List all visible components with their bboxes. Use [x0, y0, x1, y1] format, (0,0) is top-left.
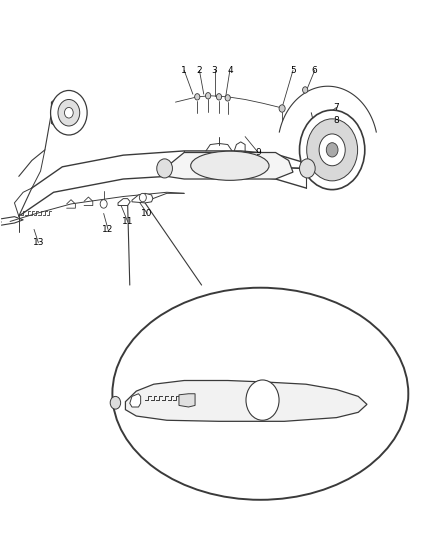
Text: 1: 1 — [181, 66, 187, 75]
Circle shape — [307, 119, 357, 181]
Text: 12: 12 — [102, 225, 114, 234]
Polygon shape — [167, 152, 293, 179]
Text: 2: 2 — [197, 66, 202, 75]
Circle shape — [110, 397, 120, 409]
Circle shape — [157, 159, 173, 178]
Circle shape — [300, 159, 315, 178]
Polygon shape — [179, 394, 195, 407]
Text: 8: 8 — [334, 116, 339, 125]
Ellipse shape — [113, 288, 408, 500]
Circle shape — [139, 193, 146, 202]
Text: 7: 7 — [334, 103, 339, 112]
Text: 11: 11 — [122, 217, 133, 226]
Circle shape — [225, 95, 230, 101]
Ellipse shape — [191, 151, 269, 180]
Circle shape — [50, 91, 87, 135]
Text: 6: 6 — [312, 66, 318, 75]
Circle shape — [279, 105, 285, 112]
Circle shape — [64, 108, 73, 118]
Circle shape — [246, 380, 279, 420]
Text: 13: 13 — [33, 238, 44, 247]
Polygon shape — [125, 381, 367, 421]
Circle shape — [319, 134, 345, 166]
Polygon shape — [132, 193, 153, 203]
Polygon shape — [130, 394, 141, 407]
Text: 10: 10 — [141, 209, 153, 218]
Circle shape — [300, 110, 365, 190]
Circle shape — [194, 94, 200, 100]
Polygon shape — [118, 199, 130, 206]
Circle shape — [303, 87, 308, 93]
Circle shape — [58, 100, 80, 126]
Text: 5: 5 — [290, 66, 296, 75]
Text: 9: 9 — [255, 148, 261, 157]
Circle shape — [205, 93, 211, 99]
Circle shape — [100, 200, 107, 208]
Circle shape — [326, 143, 338, 157]
Circle shape — [216, 94, 222, 100]
Text: 3: 3 — [212, 66, 218, 75]
Text: 4: 4 — [227, 66, 233, 75]
